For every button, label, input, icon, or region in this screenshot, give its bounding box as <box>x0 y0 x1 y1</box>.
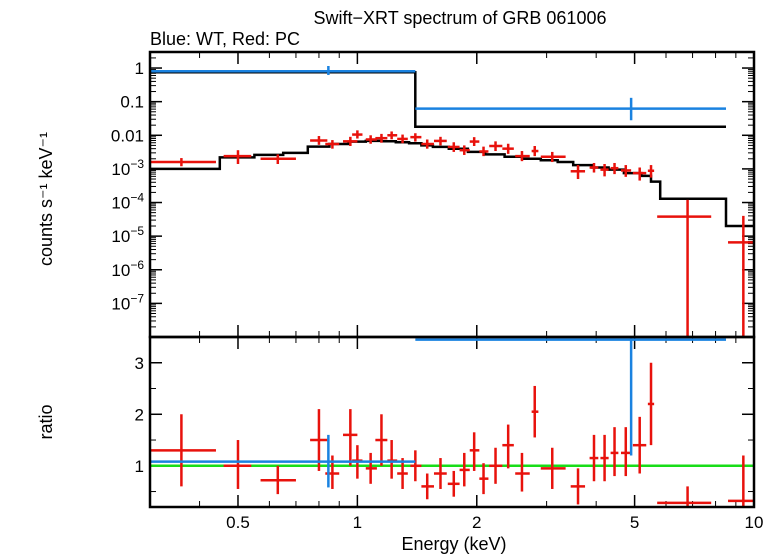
pc-spectrum-point <box>223 150 252 164</box>
pc-spectrum-point <box>657 199 712 337</box>
pc-spectrum-point <box>489 141 503 152</box>
pc-ratio-point <box>410 450 422 482</box>
spectrum-y-tick-label: 10−3 <box>111 157 144 179</box>
pc-model-line <box>150 139 754 228</box>
x-tick-label: 5 <box>630 513 639 532</box>
pc-ratio-point <box>610 427 619 477</box>
pc-ratio-point <box>728 455 754 507</box>
pc-ratio-point <box>502 424 514 469</box>
spectrum-y-tick-label: 1 <box>135 59 144 78</box>
pc-spectrum-point <box>365 135 377 144</box>
ratio-y-tick-label: 1 <box>135 457 144 476</box>
pc-ratio-point <box>589 434 599 482</box>
ratio-panel-frame <box>148 335 756 509</box>
pc-ratio-point <box>433 458 447 489</box>
pc-ratio-point <box>397 458 408 489</box>
pc-spectrum-point <box>410 133 422 142</box>
pc-spectrum-point <box>387 131 398 140</box>
x-tick-label: 10 <box>745 513 764 532</box>
pc-ratio-series <box>150 362 754 507</box>
ratio-panel: 1 2 3 0.5 1 2 5 10 <box>135 336 764 532</box>
pc-ratio-point <box>647 362 655 446</box>
pc-spectrum-point <box>469 137 480 146</box>
pc-spectrum-point <box>397 134 408 144</box>
pc-spectrum-point <box>620 165 632 177</box>
spectrum-y-tick-label: 10−5 <box>111 224 144 246</box>
pc-ratio-point <box>375 414 388 466</box>
pc-spectrum-point <box>540 151 566 163</box>
pc-ratio-point <box>632 416 647 474</box>
top-panel-y-axis-label: counts s⁻¹ keV⁻¹ <box>36 132 56 266</box>
pc-spectrum-point <box>352 130 363 139</box>
pc-ratio-point <box>489 447 503 484</box>
spectrum-panel-frame <box>148 50 756 339</box>
pc-ratio-point <box>570 468 586 505</box>
pc-ratio-point <box>223 440 252 489</box>
wt-spectrum-point <box>415 97 727 121</box>
spectrum-y-tick-label: 10−6 <box>111 258 144 280</box>
ratio-panel-y-axis-label: ratio <box>36 404 56 439</box>
x-tick-label: 2 <box>472 513 481 532</box>
pc-ratio-point <box>531 385 539 438</box>
ratio-y-tick-label: 2 <box>135 405 144 424</box>
pc-spectrum-point <box>375 133 388 143</box>
wt-ratio-point <box>150 434 416 488</box>
pc-ratio-point <box>387 440 398 479</box>
pc-ratio-point <box>657 486 712 507</box>
pc-spectrum-point <box>728 215 754 337</box>
chart-title: Swift−XRT spectrum of GRB 061006 <box>314 8 607 28</box>
pc-spectrum-point <box>150 158 216 167</box>
wt-ratio-series <box>150 337 727 488</box>
pc-ratio-point <box>150 414 216 487</box>
pc-ratio-point <box>459 452 470 487</box>
pc-spectrum-point <box>433 136 447 146</box>
pc-ratio-point <box>343 409 358 466</box>
pc-spectrum-point <box>325 140 340 149</box>
pc-spectrum-point <box>447 142 460 152</box>
pc-ratio-point <box>421 473 434 500</box>
wt-spectrum-point <box>150 66 416 76</box>
pc-ratio-point <box>540 447 566 489</box>
pc-spectrum-point <box>610 162 619 175</box>
pc-spectrum-point <box>310 136 328 145</box>
pc-spectrum-point <box>531 145 539 157</box>
pc-spectrum-point <box>647 165 655 178</box>
pc-spectrum-point <box>515 151 530 162</box>
wt-spectrum-series <box>150 66 727 121</box>
pc-ratio-point <box>479 463 489 495</box>
pc-spectrum-series <box>150 130 754 337</box>
chart-subtitle: Blue: WT, Red: PC <box>150 29 300 49</box>
pc-spectrum-point <box>589 162 599 173</box>
ratio-y-tick-label: 3 <box>135 354 144 373</box>
x-tick-label: 1 <box>353 513 362 532</box>
pc-ratio-point <box>365 452 377 484</box>
wt-model-line <box>150 70 726 128</box>
x-tick-label: 0.5 <box>226 513 250 532</box>
pc-spectrum-point <box>600 163 609 177</box>
pc-spectrum-point <box>502 143 514 154</box>
pc-spectrum-point <box>459 145 470 155</box>
pc-spectrum-point <box>479 146 489 157</box>
pc-ratio-point <box>447 470 460 497</box>
spectrum-panel: 1 0.1 0.01 10−3 10−4 10−5 10−6 10−7 <box>111 51 755 337</box>
spectrum-y-tick-label: 10−7 <box>111 291 144 313</box>
spectrum-y-tick-label: 0.01 <box>111 126 144 145</box>
pc-spectrum-point <box>632 167 647 181</box>
spectrum-y-tick-label: 0.1 <box>120 93 144 112</box>
pc-spectrum-point <box>260 154 296 164</box>
pc-spectrum-point <box>343 136 358 146</box>
pc-ratio-point <box>600 434 609 482</box>
pc-ratio-point <box>469 432 480 471</box>
pc-spectrum-point <box>570 165 586 180</box>
pc-spectrum-point <box>421 139 434 149</box>
pc-ratio-point <box>260 465 296 495</box>
x-axis-label: Energy (keV) <box>401 534 506 554</box>
pc-ratio-point <box>515 452 530 492</box>
spectrum-y-tick-label: 10−4 <box>111 191 144 213</box>
pc-ratio-point <box>620 427 632 477</box>
wt-ratio-point <box>415 337 727 456</box>
